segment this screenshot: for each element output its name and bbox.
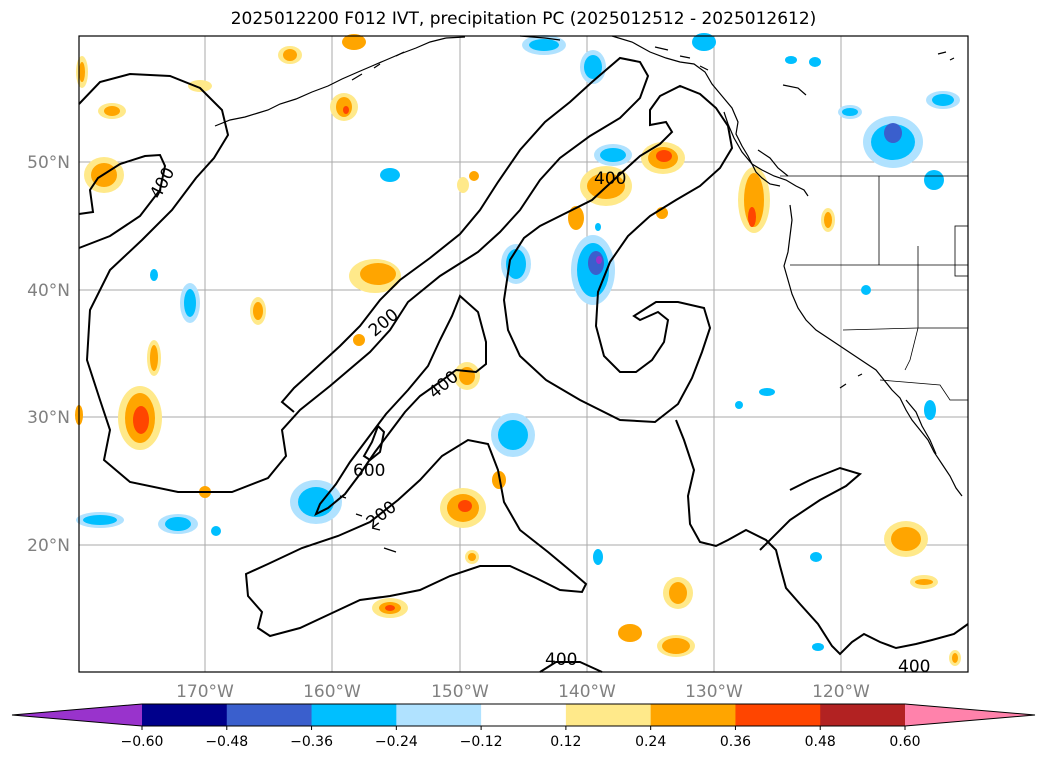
latitude-labels: 50°N 40°N 30°N 20°N bbox=[27, 153, 70, 556]
colorbar-segment bbox=[650, 704, 736, 726]
contour-label: 200 bbox=[365, 305, 403, 341]
lon-label: 140°W bbox=[558, 682, 616, 702]
lat-label: 30°N bbox=[27, 408, 70, 428]
colorbar-segment bbox=[396, 704, 482, 726]
coastlines bbox=[214, 35, 963, 553]
colorbar-segment bbox=[735, 704, 821, 726]
borders bbox=[780, 175, 969, 401]
contour-label: 400 bbox=[898, 657, 930, 677]
colorbar-segment bbox=[311, 704, 397, 726]
colorbar-tick-label: 0.48 bbox=[805, 734, 836, 750]
graticule bbox=[79, 36, 968, 672]
colorbar-segment bbox=[565, 704, 652, 726]
lat-label: 40°N bbox=[27, 281, 70, 301]
lon-label: 170°W bbox=[176, 682, 234, 702]
lat-label: 50°N bbox=[27, 153, 70, 173]
map-frame bbox=[78, 35, 969, 673]
precip-negative-areas bbox=[76, 33, 960, 651]
lon-label: 130°W bbox=[685, 682, 743, 702]
contour-label: 400 bbox=[545, 650, 577, 670]
colorbar-tick-label: −0.60 bbox=[121, 734, 164, 750]
map-title: 2025012200 F012 IVT, precipitation PC (2… bbox=[230, 9, 817, 29]
colorbar-tick-label: −0.12 bbox=[460, 734, 503, 750]
lon-label: 160°W bbox=[303, 682, 361, 702]
colorbar-tick-label: 0.12 bbox=[550, 734, 581, 750]
contour-label: 400 bbox=[146, 164, 179, 202]
colorbar-segment bbox=[820, 704, 906, 726]
colorbar-extend-high bbox=[905, 704, 1035, 726]
longitude-labels: 170°W 160°W 150°W 140°W 130°W 120°W bbox=[176, 682, 870, 702]
colorbar-tick-label: 0.60 bbox=[889, 734, 920, 750]
colorbar-tick-label: −0.36 bbox=[290, 734, 333, 750]
colorbar-tick-label: 0.24 bbox=[635, 734, 666, 750]
contour-labels: 400 400 200 400 600 200 400 400 bbox=[146, 164, 930, 677]
lon-label: 120°W bbox=[812, 682, 870, 702]
contour-label: 400 bbox=[594, 169, 626, 189]
colorbar-segment bbox=[481, 704, 567, 726]
contour-label: 600 bbox=[353, 461, 385, 481]
colorbar: −0.60 −0.48 −0.36 −0.24 −0.12 0.12 0.24 0.36 0.4… bbox=[11, 703, 1036, 750]
colorbar-tick-label: −0.48 bbox=[205, 734, 248, 750]
colorbar-tick-label: 0.36 bbox=[720, 734, 751, 750]
colorbar-extend-low bbox=[12, 704, 142, 726]
colorbar-segment bbox=[226, 704, 313, 726]
colorbar-tick-label: −0.24 bbox=[375, 734, 418, 750]
colorbar-segment bbox=[142, 704, 228, 726]
lon-label: 150°W bbox=[431, 682, 489, 702]
ivt-contours bbox=[78, 56, 969, 673]
lat-label: 20°N bbox=[27, 536, 70, 556]
